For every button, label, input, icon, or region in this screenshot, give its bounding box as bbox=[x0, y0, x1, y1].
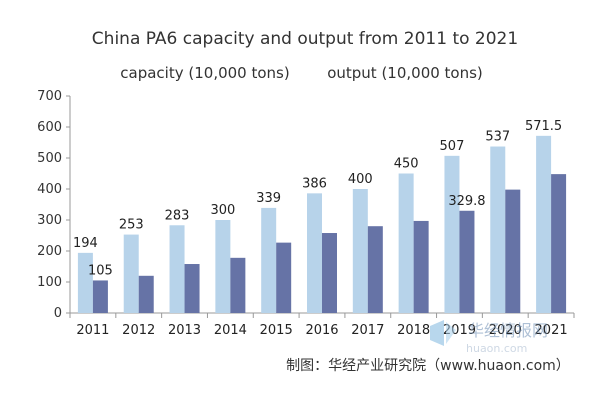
bar-output bbox=[413, 220, 429, 313]
watermark-logo-icon bbox=[430, 320, 456, 346]
bar-output bbox=[92, 280, 108, 313]
bar-capacity bbox=[169, 225, 185, 313]
bar-output bbox=[505, 189, 521, 313]
bars bbox=[77, 135, 567, 313]
data-label-capacity: 386 bbox=[302, 176, 327, 191]
data-label-capacity: 194 bbox=[73, 236, 98, 251]
x-tick-label: 2021 bbox=[535, 323, 568, 338]
bar-capacity bbox=[490, 146, 506, 313]
bar-capacity bbox=[352, 189, 368, 313]
x-tick-label: 2018 bbox=[397, 323, 430, 338]
bar-output bbox=[138, 275, 154, 313]
bar-labels: 194 105 253 283 300 339 386 400 450 507 329.8 537 57… bbox=[73, 119, 562, 279]
y-tick-label: 300 bbox=[37, 213, 62, 228]
bar-output bbox=[184, 264, 200, 313]
x-tick-label: 2017 bbox=[351, 323, 384, 338]
bar-capacity bbox=[444, 155, 460, 313]
watermark: 华经情报网 huaon.com bbox=[430, 320, 548, 355]
legend-capacity-label: capacity (10,000 tons) bbox=[120, 64, 289, 82]
bar-capacity bbox=[123, 234, 139, 313]
y-tick-label: 0 bbox=[54, 306, 62, 321]
bar-output bbox=[230, 257, 246, 313]
data-label-capacity: 507 bbox=[440, 139, 465, 154]
data-label-capacity: 339 bbox=[256, 191, 281, 206]
x-tick-label: 2012 bbox=[122, 323, 155, 338]
bar-output bbox=[322, 233, 337, 313]
y-tick-label: 500 bbox=[37, 151, 62, 166]
data-label-capacity: 283 bbox=[165, 208, 190, 223]
y-tick-label: 100 bbox=[37, 275, 62, 290]
x-tick-label: 2016 bbox=[305, 323, 338, 338]
bar-output bbox=[367, 226, 383, 313]
y-tick-label: 400 bbox=[37, 182, 62, 197]
data-label-capacity: 253 bbox=[119, 218, 144, 233]
watermark-text: 华经情报网 bbox=[468, 321, 548, 340]
x-tick-label: 2014 bbox=[214, 323, 247, 338]
source-note: 制图：华经产业研究院（www.huaon.com） bbox=[286, 358, 570, 374]
bar-output bbox=[459, 210, 475, 313]
data-label-capacity: 571.5 bbox=[525, 119, 562, 134]
data-label-capacity: 537 bbox=[485, 130, 510, 145]
legend: capacity (10,000 tons) output (10,000 to… bbox=[120, 64, 483, 82]
bar-capacity bbox=[77, 252, 93, 313]
data-label-capacity: 450 bbox=[394, 157, 419, 172]
bar-capacity bbox=[536, 135, 552, 313]
y-tick-label: 700 bbox=[37, 89, 62, 104]
x-tick-label: 2020 bbox=[489, 323, 522, 338]
data-label-capacity: 300 bbox=[210, 203, 235, 218]
bar-output bbox=[276, 242, 292, 313]
watermark-subtext: huaon.com bbox=[466, 342, 527, 355]
bar-capacity bbox=[215, 220, 231, 313]
data-label-capacity: 400 bbox=[348, 172, 373, 187]
bar-capacity bbox=[261, 207, 277, 313]
data-label-output: 105 bbox=[88, 263, 113, 278]
y-tick-label: 200 bbox=[37, 244, 62, 259]
legend-output-label: output (10,000 tons) bbox=[327, 64, 483, 82]
x-tick-label: 2013 bbox=[168, 323, 201, 338]
bar-capacity bbox=[398, 173, 414, 313]
data-label-output: 329.8 bbox=[448, 194, 485, 209]
x-tick-label: 2011 bbox=[76, 323, 109, 338]
x-tick-label: 2015 bbox=[260, 323, 293, 338]
bar-capacity bbox=[307, 193, 322, 313]
y-tick-label: 600 bbox=[37, 120, 62, 135]
chart-title: China PA6 capacity and output from 2011 … bbox=[92, 29, 518, 49]
bar-output bbox=[551, 174, 567, 313]
